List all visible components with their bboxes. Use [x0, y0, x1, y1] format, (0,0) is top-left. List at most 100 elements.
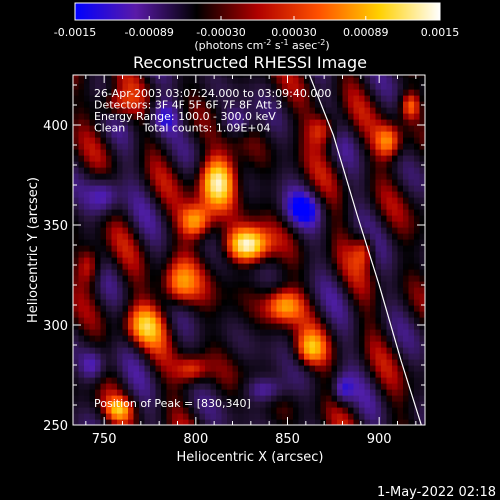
heatmap-pixel — [403, 101, 410, 108]
heatmap-pixel — [117, 89, 124, 96]
heatmap-pixel — [106, 185, 113, 192]
heatmap-pixel — [144, 383, 151, 390]
heatmap-pixel — [188, 143, 195, 150]
heatmap-pixel — [232, 347, 239, 354]
heatmap-pixel — [364, 323, 371, 330]
heatmap-pixel — [331, 389, 338, 396]
heatmap-pixel — [117, 167, 124, 174]
heatmap-pixel — [194, 131, 201, 138]
heatmap-pixel — [260, 167, 267, 174]
heatmap-pixel — [177, 143, 184, 150]
heatmap-pixel — [155, 161, 162, 168]
heatmap-pixel — [188, 275, 195, 282]
heatmap-pixel — [386, 203, 393, 210]
heatmap-pixel — [326, 161, 333, 168]
heatmap-pixel — [128, 221, 135, 228]
heatmap-pixel — [293, 239, 300, 246]
heatmap-pixel — [359, 257, 366, 264]
heatmap-pixel — [238, 167, 245, 174]
heatmap-pixel — [414, 215, 421, 222]
heatmap-pixel — [315, 317, 322, 324]
heatmap-pixel — [249, 185, 256, 192]
heatmap-pixel — [348, 75, 355, 78]
heatmap-pixel — [144, 323, 151, 330]
heatmap-pixel — [381, 209, 388, 216]
heatmap-pixel — [150, 275, 157, 282]
heatmap-pixel — [84, 125, 91, 132]
heatmap-pixel — [166, 155, 173, 162]
heatmap-pixel — [199, 383, 206, 390]
heatmap-pixel — [359, 221, 366, 228]
heatmap-pixel — [205, 389, 212, 396]
heatmap-pixel — [155, 239, 162, 246]
heatmap-pixel — [216, 179, 223, 186]
heatmap-pixel — [243, 413, 250, 420]
heatmap-pixel — [161, 401, 168, 408]
heatmap-pixel — [144, 95, 151, 102]
heatmap-pixel — [381, 383, 388, 390]
heatmap-pixel — [238, 95, 245, 102]
heatmap-pixel — [254, 137, 261, 144]
heatmap-pixel — [403, 107, 410, 114]
heatmap-pixel — [139, 143, 146, 150]
heatmap-pixel — [403, 257, 410, 264]
heatmap-pixel — [78, 305, 85, 312]
heatmap-pixel — [161, 209, 168, 216]
heatmap-pixel — [370, 185, 377, 192]
heatmap-pixel — [287, 383, 294, 390]
heatmap-pixel — [403, 329, 410, 336]
heatmap-pixel — [326, 131, 333, 138]
heatmap-pixel — [419, 413, 425, 420]
heatmap-pixel — [84, 263, 91, 270]
heatmap-pixel — [293, 107, 300, 114]
heatmap-pixel — [188, 365, 195, 372]
heatmap-pixel — [89, 239, 96, 246]
heatmap-pixel — [150, 131, 157, 138]
heatmap-pixel — [210, 275, 217, 282]
heatmap-pixel — [177, 75, 184, 78]
heatmap-pixel — [293, 335, 300, 342]
heatmap-pixel — [392, 377, 399, 384]
heatmap-pixel — [84, 179, 91, 186]
heatmap-pixel — [282, 329, 289, 336]
heatmap-pixel — [403, 263, 410, 270]
heatmap-pixel — [89, 155, 96, 162]
heatmap-pixel — [353, 347, 360, 354]
heatmap-pixel — [353, 125, 360, 132]
heatmap-pixel — [232, 101, 239, 108]
heatmap-pixel — [331, 155, 338, 162]
heatmap-pixel — [309, 83, 316, 90]
heatmap-pixel — [210, 197, 217, 204]
heatmap-pixel — [243, 293, 250, 300]
heatmap-pixel — [342, 311, 349, 318]
solar-limb-line — [308, 75, 422, 425]
heatmap-pixel — [161, 203, 168, 210]
heatmap-pixel — [260, 95, 267, 102]
heatmap-pixel — [254, 245, 261, 252]
heatmap-pixel — [95, 89, 102, 96]
heatmap-pixel — [166, 173, 173, 180]
heatmap-pixel — [271, 299, 278, 306]
heatmap-pixel — [331, 107, 338, 114]
heatmap-pixel — [359, 113, 366, 120]
heatmap-pixel — [133, 239, 140, 246]
heatmap-pixel — [276, 227, 283, 234]
heatmap-pixel — [188, 329, 195, 336]
heatmap-pixel — [155, 191, 162, 198]
heatmap-pixel — [73, 407, 80, 414]
heatmap-pixel — [122, 263, 129, 270]
heatmap-pixel — [161, 119, 168, 126]
heatmap-pixel — [353, 113, 360, 120]
heatmap-pixel — [144, 75, 151, 78]
heatmap-pixel — [111, 269, 118, 276]
heatmap-pixel — [133, 75, 140, 78]
heatmap-pixel — [73, 107, 80, 114]
heatmap-pixel — [249, 101, 256, 108]
heatmap-pixel — [150, 305, 157, 312]
heatmap-pixel — [128, 413, 135, 420]
heatmap-pixel — [414, 95, 421, 102]
heatmap-pixel — [315, 359, 322, 366]
heatmap-pixel — [95, 317, 102, 324]
heatmap-pixel — [293, 401, 300, 408]
heatmap-pixel — [419, 239, 425, 246]
